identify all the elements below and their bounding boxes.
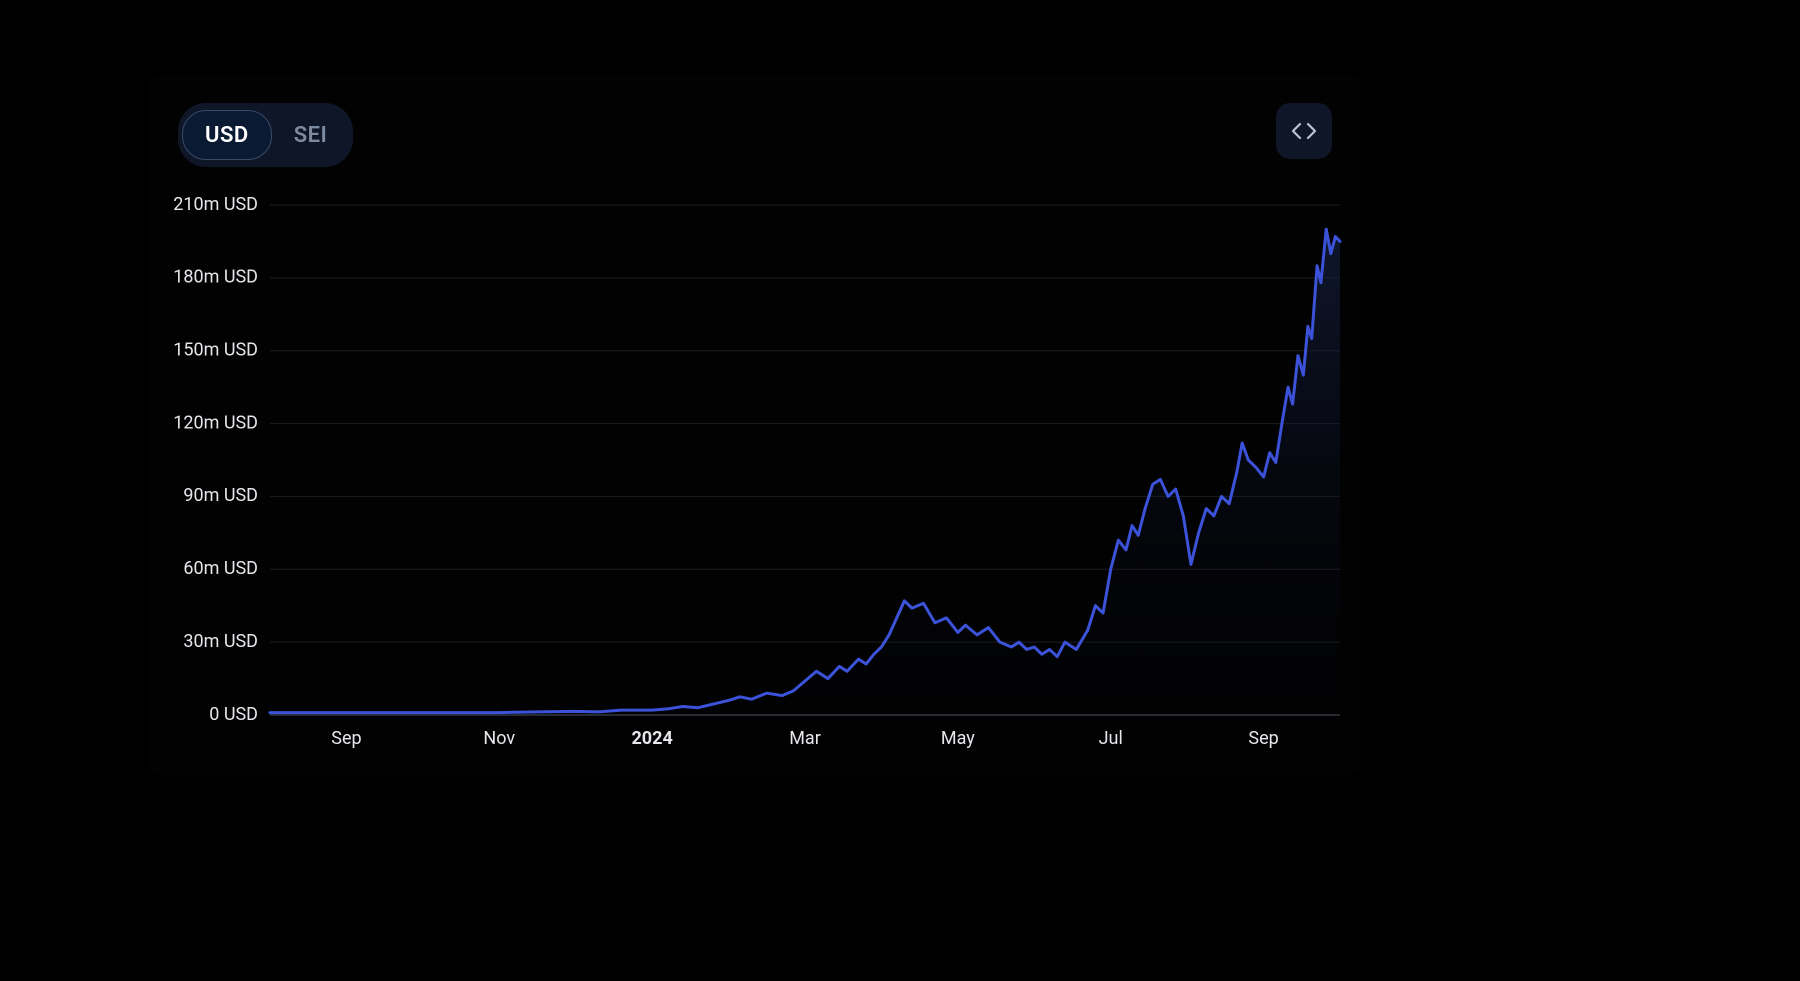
currency-toggle-usd[interactable]: USD <box>182 110 272 160</box>
x-axis-label: Sep <box>1248 728 1278 749</box>
x-axis-label: Sep <box>331 728 361 749</box>
y-axis-label: 90m USD <box>183 485 258 506</box>
currency-toggle-sei[interactable]: SEI <box>272 111 350 159</box>
chart-area: 0 USD 30m USD 60m USD 90m USD 120m USD 150m U… <box>150 185 1360 775</box>
y-axis-label: 60m USD <box>183 558 258 579</box>
x-axis-label: Mar <box>789 728 821 749</box>
y-axis-label: 30m USD <box>183 631 258 652</box>
currency-toggle-group: USD SEI <box>178 103 353 167</box>
currency-toggle-usd-label: USD <box>205 123 249 148</box>
code-icon <box>1290 121 1318 141</box>
y-axis-label: 120m USD <box>173 412 258 433</box>
x-axis-label: May <box>941 728 975 749</box>
y-axis-label: 210m USD <box>173 194 258 215</box>
line-chart[interactable]: 0 USD 30m USD 60m USD 90m USD 120m USD 150m U… <box>150 185 1360 775</box>
x-axis-label: Jul <box>1099 728 1123 749</box>
x-axis-label: Nov <box>483 728 515 749</box>
embed-button[interactable] <box>1276 103 1332 159</box>
y-axis-label: 150m USD <box>173 339 258 360</box>
currency-toggle-sei-label: SEI <box>294 123 328 148</box>
y-axis-label: 0 USD <box>209 704 258 725</box>
x-axis-label: 2024 <box>631 728 672 749</box>
y-axis-label: 180m USD <box>173 267 258 288</box>
chart-card: USD SEI 0 USD 30m USD 60m USD 90m USD 120m U… <box>150 75 1360 775</box>
